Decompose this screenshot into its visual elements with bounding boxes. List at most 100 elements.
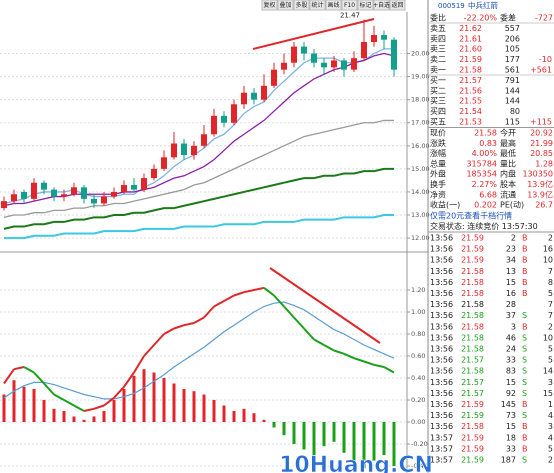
quote-cell: 20.85 bbox=[530, 149, 553, 158]
candle-body bbox=[251, 92, 257, 100]
candle-body bbox=[141, 178, 147, 190]
dif-segment bbox=[353, 357, 365, 363]
candle-body bbox=[351, 58, 357, 70]
trade-side: S bbox=[522, 389, 527, 398]
quote-cell: 卖五 bbox=[430, 24, 446, 33]
toolbar-label[interactable]: 多股 bbox=[295, 1, 307, 9]
quote-cell: 买五 bbox=[430, 118, 446, 127]
toolbar-button[interactable] bbox=[373, 0, 390, 11]
y-tick-label: -0.40 bbox=[411, 462, 428, 470]
quote-cell: 20.92 bbox=[530, 129, 553, 138]
trade-volume: 15 bbox=[506, 278, 516, 287]
candle-body bbox=[181, 143, 187, 156]
candle-body bbox=[241, 92, 247, 105]
trade-volume: 3 bbox=[511, 322, 516, 331]
quote-cell: 1.28 bbox=[535, 159, 553, 168]
candle-body bbox=[201, 134, 207, 146]
toolbar-button[interactable] bbox=[341, 0, 358, 11]
trade-volume: 2 bbox=[511, 234, 516, 243]
macd-bar bbox=[112, 400, 116, 422]
macd-bar bbox=[192, 391, 196, 422]
quote-cell: 买四 bbox=[430, 107, 446, 116]
toolbar-label[interactable]: 复权 bbox=[263, 1, 275, 9]
toolbar-button[interactable] bbox=[277, 0, 294, 11]
trade-count: 4 bbox=[548, 433, 553, 442]
trade-count: 5 bbox=[548, 289, 553, 298]
macd-bar bbox=[322, 422, 326, 447]
trade-count: 1 bbox=[548, 400, 553, 409]
quote-cell: 卖四 bbox=[430, 34, 446, 43]
macd-bar bbox=[342, 422, 346, 453]
macd-bar bbox=[92, 416, 96, 422]
macd-bar bbox=[72, 416, 76, 422]
trade-price: 21.59 bbox=[461, 245, 484, 254]
quote-cell: 净资 bbox=[430, 189, 446, 199]
candle-body bbox=[381, 35, 387, 40]
quote-cell: 21.58 bbox=[474, 129, 497, 138]
trade-side: B bbox=[522, 245, 528, 254]
high-label: 21.47 bbox=[340, 12, 360, 20]
promo-link[interactable]: 仅需20元查看千档行情 bbox=[430, 211, 512, 221]
dif-segment bbox=[53, 393, 65, 401]
toolbar-button[interactable] bbox=[325, 0, 342, 11]
candle-body bbox=[271, 69, 277, 86]
quote-cell: 涨幅 bbox=[430, 148, 446, 158]
quote-cell: 0.202 bbox=[474, 201, 497, 210]
trade-time: 13:56 bbox=[430, 245, 453, 254]
quote-cell: 股本 bbox=[500, 179, 516, 189]
trade-price: 21.59 bbox=[461, 234, 484, 243]
toolbar-button[interactable] bbox=[293, 0, 310, 11]
quote-cell: 买二 bbox=[430, 86, 446, 95]
trade-price: 21.59 bbox=[461, 444, 484, 453]
trade-side: S bbox=[522, 356, 527, 365]
dif-segment bbox=[343, 352, 355, 360]
quote-cell: 委差 bbox=[500, 13, 516, 23]
toolbar-button[interactable] bbox=[309, 0, 326, 11]
toolbar-button[interactable] bbox=[389, 0, 406, 11]
trade-side: B bbox=[522, 400, 528, 409]
trade-side: B bbox=[522, 267, 528, 276]
toolbar-button[interactable] bbox=[261, 0, 278, 11]
y-tick-label: 13.00 bbox=[411, 211, 430, 219]
trade-price: 21.58 bbox=[461, 367, 484, 376]
toolbar-label[interactable]: 统计 bbox=[311, 1, 323, 9]
trade-volume: 15 bbox=[506, 378, 516, 387]
trade-time: 13:56 bbox=[430, 322, 453, 331]
trade-count: 10 bbox=[543, 256, 553, 265]
quote-cell: 21.62 bbox=[459, 24, 482, 33]
dif-segment bbox=[313, 338, 325, 346]
quote-cell: 流通 bbox=[500, 189, 516, 199]
trade-price: 21.58 bbox=[461, 300, 484, 309]
toolbar-label[interactable]: F10 bbox=[344, 2, 355, 9]
y-tick-label: 12.00 bbox=[411, 234, 430, 242]
trade-price: 21.58 bbox=[461, 289, 484, 298]
toolbar-label[interactable]: 返回 bbox=[391, 2, 403, 9]
dif-segment bbox=[3, 368, 15, 385]
trade-side: S bbox=[522, 311, 527, 320]
trade-volume: 46 bbox=[506, 333, 516, 342]
toolbar-label[interactable]: 叠加 bbox=[279, 1, 291, 9]
toolbar-label[interactable]: +自选 bbox=[373, 1, 390, 9]
candle-body bbox=[321, 62, 327, 68]
trade-time: 13:56 bbox=[430, 345, 453, 354]
trade-side: B bbox=[522, 422, 528, 431]
trade-time: 13:57 bbox=[430, 433, 453, 442]
dif-segment bbox=[133, 355, 145, 374]
trade-volume: 92 bbox=[506, 389, 516, 398]
trade-price: 21.57 bbox=[461, 378, 484, 387]
ma-line bbox=[3, 119, 394, 218]
trade-time: 13:56 bbox=[430, 422, 453, 431]
toolbar-label[interactable]: 画线 bbox=[327, 1, 339, 9]
toolbar-button[interactable] bbox=[357, 0, 374, 11]
trade-side: S bbox=[522, 378, 527, 387]
candle-body bbox=[331, 60, 337, 68]
trade-side: B bbox=[522, 433, 528, 442]
candle-body bbox=[171, 143, 177, 158]
trade-side: S bbox=[522, 345, 527, 354]
candle-body bbox=[121, 185, 127, 192]
toolbar-label[interactable]: 标记 bbox=[359, 1, 371, 9]
trade-volume: 23 bbox=[506, 245, 516, 254]
quote-cell: -22.20% bbox=[464, 14, 498, 23]
trade-price: 21.57 bbox=[461, 356, 484, 365]
trade-volume: 83 bbox=[506, 367, 516, 376]
